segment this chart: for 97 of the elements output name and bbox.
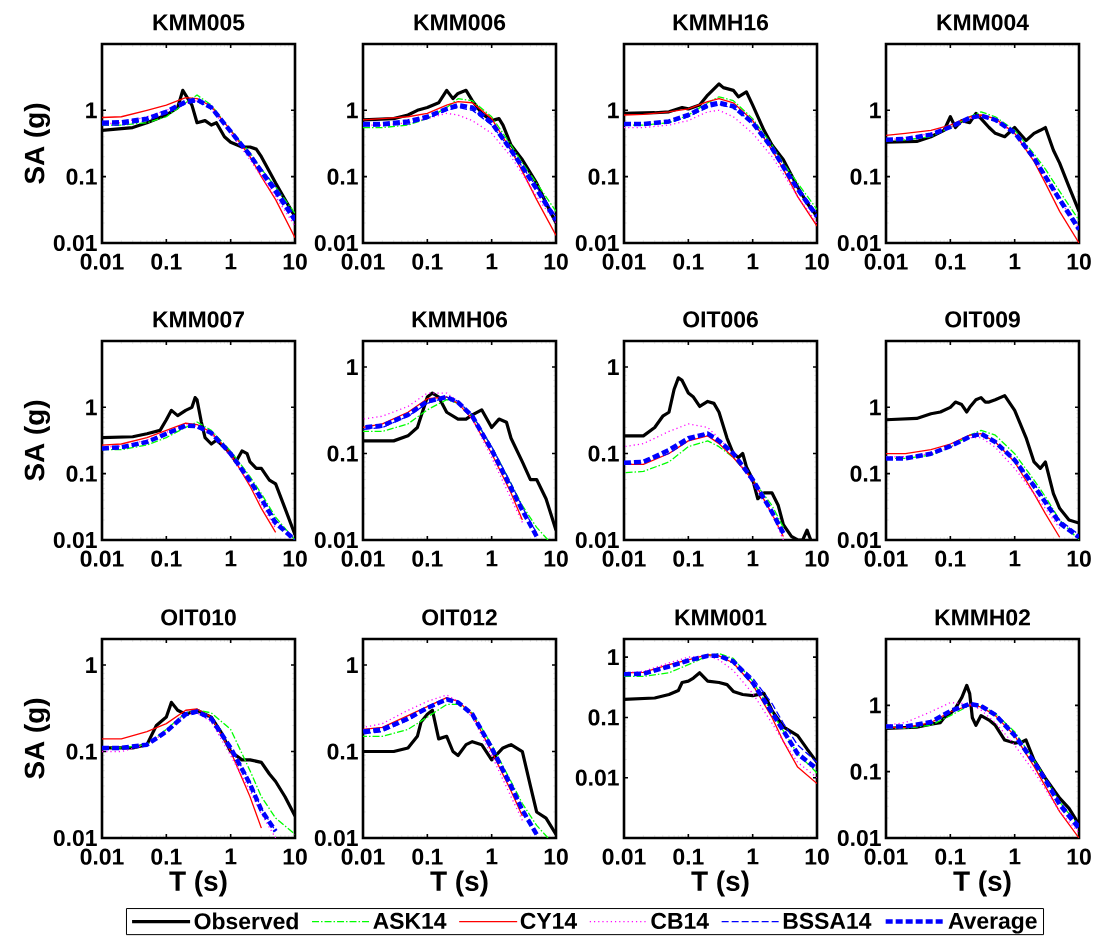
- y-tick-label: 1: [347, 657, 358, 673]
- x-tick-label: 1: [1009, 550, 1021, 567]
- x-tick-label: 0.1: [412, 550, 443, 567]
- y-tick-label: 1: [870, 399, 881, 416]
- y-tick-label: 1: [608, 102, 619, 119]
- y-tick-label: 0.1: [327, 743, 358, 760]
- chart-title: OIT006: [683, 311, 758, 328]
- y-tick-label: 0.1: [850, 465, 881, 482]
- y-tick-label: 0.01: [53, 829, 97, 847]
- x-tick-label: 0.1: [673, 253, 704, 270]
- x-tick-label: 0.1: [151, 550, 182, 567]
- x-tick-label: 10: [283, 253, 307, 270]
- x-tick-label: 10: [1067, 550, 1091, 567]
- x-tick-label: 1: [486, 848, 498, 865]
- y-tick-label: 1: [347, 359, 358, 375]
- chart-title: KMM005: [153, 14, 245, 31]
- x-axis-title: T (s): [169, 870, 227, 897]
- x-tick-label: 10: [544, 848, 568, 865]
- chart-title: KMMH02: [935, 609, 1030, 626]
- x-tick-label: 0.1: [151, 253, 182, 270]
- x-axis-title: T (s): [430, 870, 488, 897]
- y-axis-title: SA (g): [23, 103, 51, 184]
- chart-title: KMM006: [414, 14, 506, 31]
- x-tick-label: 1: [486, 550, 498, 567]
- x-tick-label: 10: [805, 848, 829, 865]
- y-tick-label: 1: [86, 657, 97, 673]
- x-tick-label: 0.1: [935, 550, 966, 567]
- legend-label: ASK14: [373, 912, 447, 930]
- y-tick-label: 0.1: [327, 168, 358, 185]
- y-tick-label: 0.1: [850, 168, 881, 185]
- chart-title: KMMH06: [412, 311, 508, 328]
- y-tick-label: 1: [608, 359, 619, 375]
- x-tick-label: 1: [747, 550, 759, 567]
- y-tick-label: 0.01: [837, 531, 881, 549]
- x-tick-label: 10: [544, 550, 568, 567]
- x-tick-label: 10: [805, 253, 829, 270]
- x-tick-label: 0.1: [935, 253, 966, 270]
- x-tick-label: 1: [1009, 848, 1021, 865]
- x-tick-label: 10: [283, 848, 307, 865]
- y-tick-label: 0.1: [66, 168, 97, 185]
- x-tick-label: 10: [1067, 253, 1091, 270]
- x-axis-title: T (s): [691, 870, 749, 897]
- legend-label: Average: [948, 912, 1037, 934]
- y-tick-label: 1: [870, 102, 881, 119]
- legend-label: CB14: [651, 912, 709, 930]
- y-tick-label: 0.01: [575, 769, 619, 786]
- x-tick-label: 0.1: [412, 848, 443, 865]
- y-tick-label: 0.1: [66, 743, 97, 760]
- x-tick-label: 0.1: [673, 550, 704, 567]
- x-tick-label: 0.1: [151, 848, 182, 865]
- x-tick-label: 0.1: [412, 253, 443, 270]
- y-tick-label: 0.1: [588, 709, 619, 726]
- chart-title: KMM007: [153, 311, 244, 328]
- y-axis-title: SA (g): [23, 698, 51, 779]
- x-tick-label: 1: [225, 848, 237, 865]
- y-tick-label: 0.01: [575, 234, 619, 252]
- y-tick-label: 0.01: [53, 531, 97, 549]
- x-tick-label: 10: [283, 550, 307, 567]
- x-tick-label: 1: [486, 253, 498, 270]
- x-tick-label: 1: [225, 550, 237, 567]
- y-tick-label: 0.01: [314, 829, 358, 847]
- x-tick-label: 1: [225, 253, 237, 270]
- y-tick-label: 0.01: [314, 234, 358, 252]
- x-tick-label: 10: [1067, 848, 1091, 865]
- x-axis-title: T (s): [953, 870, 1011, 897]
- x-tick-label: 10: [544, 253, 568, 270]
- x-tick-label: 0.1: [935, 848, 966, 865]
- x-tick-label: 1: [747, 848, 759, 865]
- y-tick-label: 1: [870, 697, 881, 714]
- y-tick-label: 0.01: [314, 531, 358, 549]
- y-tick-label: 0.1: [850, 763, 881, 780]
- x-tick-label: 1: [747, 253, 759, 270]
- y-tick-label: 0.1: [66, 465, 97, 482]
- y-tick-label: 1: [347, 102, 358, 119]
- y-tick-label: 1: [86, 102, 97, 119]
- y-tick-label: 1: [608, 649, 619, 666]
- y-tick-label: 0.1: [327, 445, 358, 462]
- x-tick-label: 1: [1009, 253, 1021, 270]
- x-tick-label: 10: [805, 550, 829, 567]
- chart-title: KMM004: [937, 14, 1029, 31]
- y-tick-label: 0.01: [575, 531, 619, 549]
- y-tick-label: 0.01: [837, 829, 881, 847]
- chart-title: OIT009: [945, 311, 1020, 328]
- y-tick-label: 0.1: [588, 168, 619, 185]
- y-tick-label: 1: [86, 399, 97, 416]
- legend-label: Observed: [194, 912, 298, 930]
- chart-title: KMM001: [675, 609, 767, 626]
- legend-label: BSSA14: [783, 912, 872, 930]
- chart-title: OIT012: [422, 609, 497, 626]
- legend-label: CY14: [520, 912, 578, 930]
- chart-title: OIT010: [161, 609, 236, 626]
- chart-title: KMMH16: [673, 14, 769, 31]
- y-tick-label: 0.01: [53, 234, 97, 252]
- y-tick-label: 0.1: [588, 445, 619, 462]
- y-tick-label: 0.01: [837, 234, 881, 252]
- y-axis-title: SA (g): [23, 400, 51, 481]
- x-tick-label: 0.1: [673, 848, 704, 865]
